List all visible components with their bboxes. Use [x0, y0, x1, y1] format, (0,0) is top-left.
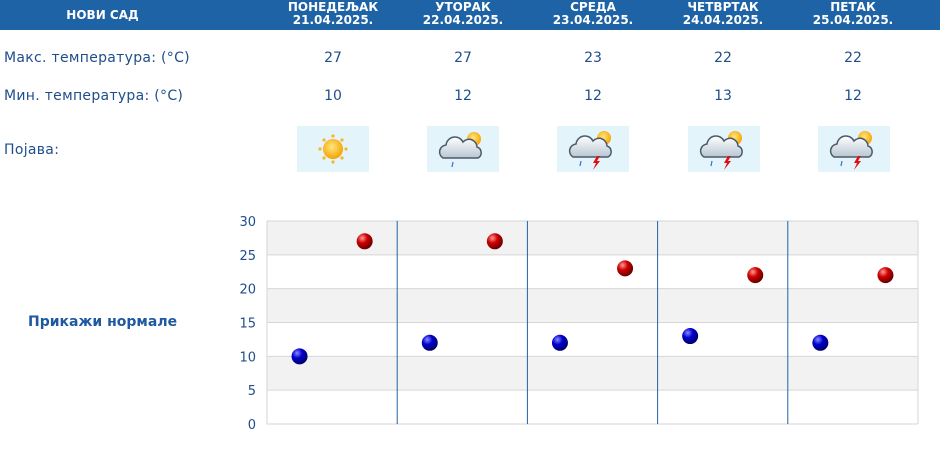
cloud-sun-thunderstorm-icon — [688, 126, 760, 172]
max-temp-point — [617, 260, 634, 277]
day-header: ПЕТАК 25.04.2025. — [788, 0, 918, 30]
min-temp-point — [291, 348, 308, 365]
cloud-sun-thunderstorm-icon — [557, 126, 629, 172]
forecast-header: НОВИ САД ПОНЕДЕЉАК 21.04.2025. УТОРАК 22… — [0, 0, 940, 30]
min-temp-point — [421, 334, 438, 351]
day-date: 21.04.2025. — [292, 13, 374, 27]
max-temp-point — [877, 267, 894, 284]
y-tick-label: 15 — [239, 317, 256, 332]
max-temp-point — [486, 233, 503, 250]
max-temp-value: 27 — [454, 50, 472, 66]
min-temp-value: 13 — [714, 88, 732, 104]
day-header: ПОНЕДЕЉАК 21.04.2025. — [268, 0, 398, 30]
day-name: УТОРАК — [435, 0, 491, 14]
max-temp-value: 22 — [714, 50, 732, 66]
day-name: ЧЕТВРТАК — [687, 0, 759, 14]
day-date: 25.04.2025. — [812, 13, 894, 27]
min-temp-point — [812, 334, 829, 351]
day-header: СРЕДА 23.04.2025. — [528, 0, 658, 30]
grid-band — [267, 356, 918, 391]
grid-band — [267, 288, 918, 323]
day-date: 23.04.2025. — [552, 13, 634, 27]
cloud-sun-thunderstorm-icon — [818, 126, 890, 172]
y-tick-label: 0 — [248, 418, 256, 433]
day-name: ПЕТАК — [830, 0, 876, 14]
min-temp-value: 10 — [324, 88, 342, 104]
min-temp-point — [682, 328, 699, 345]
cloud-sun-rain-icon — [427, 126, 499, 172]
max-temp-value: 23 — [584, 50, 602, 66]
phenomenon-label: Појава: — [4, 142, 60, 158]
day-name: СРЕДА — [570, 0, 616, 14]
sun-icon — [297, 126, 369, 172]
max-temp-value: 27 — [324, 50, 342, 66]
show-normals-link[interactable]: Прикажи нормале — [28, 314, 178, 330]
y-tick-label: 25 — [239, 249, 256, 264]
day-header: ЧЕТВРТАК 24.04.2025. — [658, 0, 788, 30]
min-temp-value: 12 — [584, 88, 602, 104]
day-name: ПОНЕДЕЉАК — [287, 0, 379, 14]
max-temp-point — [356, 233, 373, 250]
y-tick-label: 10 — [239, 350, 256, 365]
day-date: 24.04.2025. — [682, 13, 764, 27]
max-temp-point — [747, 267, 764, 284]
grid-band — [267, 221, 918, 255]
min-temp-point — [551, 334, 568, 351]
max-temp-label: Макс. температура: (°C) — [4, 50, 190, 66]
city-name: НОВИ САД — [66, 8, 139, 22]
day-date: 22.04.2025. — [422, 13, 504, 27]
min-temp-value: 12 — [844, 88, 862, 104]
min-temp-value: 12 — [454, 88, 472, 104]
min-temp-label: Мин. температура: (°C) — [4, 88, 184, 104]
day-header: УТОРАК 22.04.2025. — [398, 0, 528, 30]
max-temp-value: 22 — [844, 50, 862, 66]
y-tick-label: 5 — [248, 384, 256, 399]
y-tick-label: 20 — [239, 283, 256, 298]
y-tick-label: 30 — [239, 215, 256, 230]
